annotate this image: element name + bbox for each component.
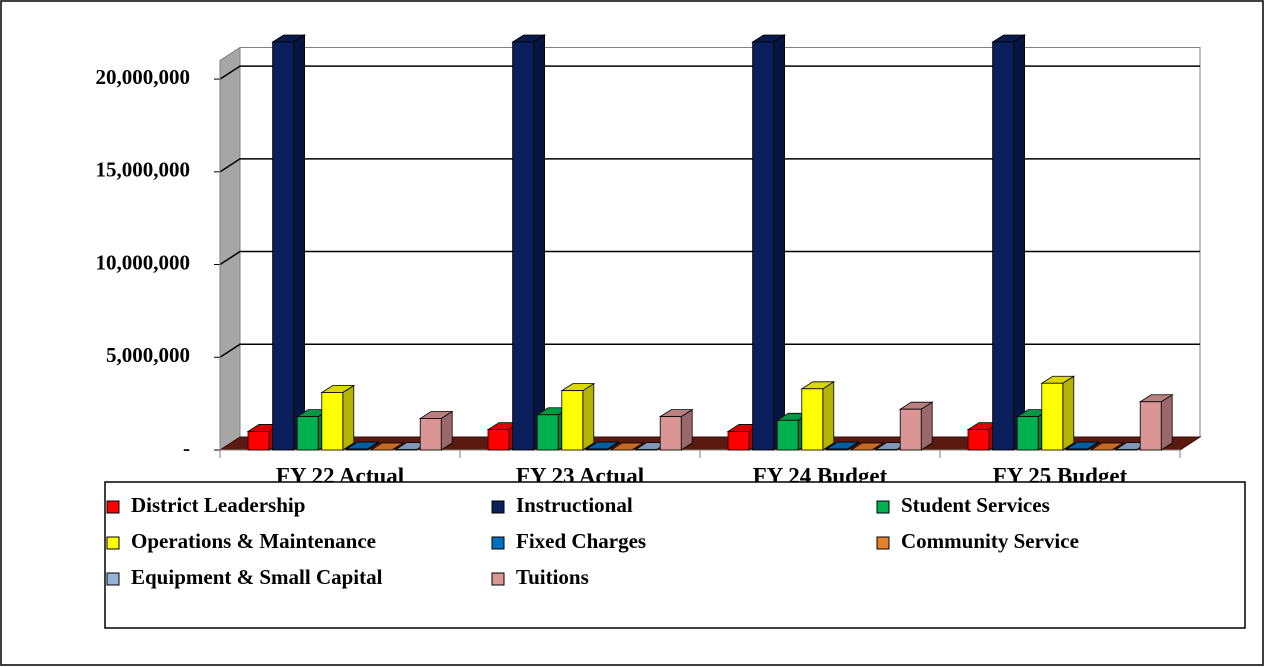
legend-label: Student Services — [901, 493, 1050, 517]
bar — [658, 408, 694, 451]
legend-label: Operations & Maintenance — [131, 529, 376, 553]
bar-front — [967, 429, 990, 451]
bar — [898, 401, 934, 451]
y-tick-label: 10,000,000 — [96, 250, 191, 274]
bar-front — [487, 429, 510, 451]
bar-front — [801, 388, 824, 451]
legend-label: Community Service — [901, 529, 1079, 553]
legend-label: Tuitions — [516, 565, 589, 589]
legend-swatch — [491, 500, 505, 514]
y-tick-label: - — [183, 436, 190, 460]
bar — [849, 442, 885, 451]
bar — [1138, 394, 1174, 451]
bar-front — [992, 41, 1014, 451]
bar — [320, 384, 356, 451]
bar — [369, 442, 405, 451]
bar-front — [1139, 401, 1162, 451]
bar-front — [659, 416, 682, 451]
y-tick-label: 20,000,000 — [96, 65, 191, 89]
bar-side — [920, 401, 933, 451]
grid-line — [219, 343, 1200, 358]
bar-front — [899, 408, 922, 451]
bar-front — [345, 448, 368, 451]
legend-label: District Leadership — [131, 493, 305, 517]
bar-front — [419, 418, 442, 451]
bar — [511, 34, 546, 451]
bar-top — [1089, 442, 1125, 451]
bar — [418, 410, 454, 451]
bar-top — [609, 442, 645, 451]
legend-swatch — [106, 572, 120, 586]
y-tick-label: 5,000,000 — [106, 343, 190, 367]
grid-line — [219, 65, 1200, 80]
bar — [560, 382, 596, 451]
bar-front — [586, 448, 608, 451]
bar-front — [512, 41, 534, 451]
bar — [991, 34, 1026, 451]
bar — [345, 441, 380, 451]
bar-top — [849, 442, 885, 451]
legend-swatch — [876, 500, 890, 514]
bar-front — [321, 392, 344, 451]
bar-front — [561, 390, 584, 451]
bar-front — [272, 41, 295, 451]
bar-side — [533, 34, 545, 451]
bar — [271, 34, 306, 451]
y-tick-label: 15,000,000 — [96, 158, 191, 182]
legend-label: Fixed Charges — [516, 529, 646, 553]
bar — [751, 34, 786, 451]
bar-front — [752, 41, 774, 451]
grid-line — [219, 158, 1200, 173]
legend-swatch — [491, 572, 505, 586]
legend-swatch — [876, 536, 890, 550]
side-wall — [219, 46, 241, 451]
bar-side — [773, 34, 785, 451]
legend-label: Instructional — [516, 493, 633, 517]
legend-label: Equipment & Small Capital — [131, 565, 383, 589]
bar — [609, 442, 645, 451]
bar-side — [1013, 34, 1025, 451]
bar-front — [1041, 382, 1064, 451]
bar-front — [536, 414, 559, 451]
bar-front — [826, 448, 848, 451]
bar-side — [342, 384, 355, 451]
bar — [1089, 442, 1125, 451]
bar-front — [296, 416, 319, 451]
legend-swatch — [491, 536, 505, 550]
bar-side — [293, 34, 306, 451]
bar — [585, 441, 620, 451]
bar-front — [247, 431, 270, 451]
legend-swatch — [106, 536, 120, 550]
grid-line — [219, 250, 1200, 266]
bar-top — [369, 442, 405, 451]
bar-side — [1160, 394, 1173, 451]
bar-side — [582, 382, 595, 451]
bar-front — [1016, 416, 1039, 451]
bar — [800, 381, 836, 451]
legend — [104, 481, 1246, 629]
bar-front — [1066, 448, 1088, 451]
bar-side — [1062, 375, 1075, 451]
bar-side — [822, 381, 835, 451]
bar — [825, 441, 860, 451]
bar-front — [776, 419, 799, 451]
bar — [1040, 375, 1076, 451]
bar — [1065, 441, 1100, 451]
legend-swatch — [106, 500, 120, 514]
bar-front — [727, 431, 750, 451]
